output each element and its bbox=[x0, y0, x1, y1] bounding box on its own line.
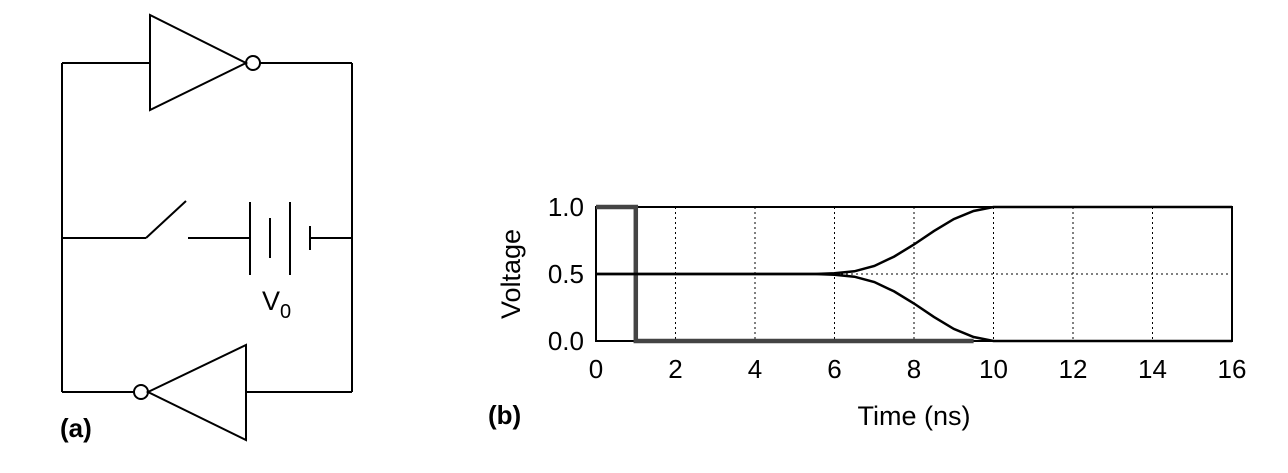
x-tick-label-16: 16 bbox=[1218, 354, 1247, 384]
voltage-chart: 0 2 4 6 8 10 12 14 16 0.0 0.5 1.0 Time (ns) Voltag… bbox=[496, 192, 1246, 431]
battery bbox=[249, 202, 311, 275]
x-axis-label: Time (ns) bbox=[858, 401, 971, 431]
x-tick-label-8: 8 bbox=[907, 354, 921, 384]
inverter-bottom-triangle bbox=[145, 343, 247, 442]
y-tick-label-0.0: 0.0 bbox=[548, 326, 584, 356]
chart-series bbox=[596, 204, 1232, 344]
switch-branch bbox=[62, 200, 352, 239]
panel-b-label: (b) bbox=[488, 400, 521, 430]
circuit-diagram: V0 bbox=[61, 13, 353, 442]
inverter-top-bubble bbox=[245, 55, 261, 71]
inverter-top-triangle bbox=[149, 13, 249, 112]
x-tick-label-14: 14 bbox=[1138, 354, 1167, 384]
y-tick-label-0.5: 0.5 bbox=[548, 259, 584, 289]
x-tick-labels: 0 2 4 6 8 10 12 14 16 bbox=[589, 354, 1247, 384]
panel-a-label: (a) bbox=[60, 413, 92, 443]
switch-blade bbox=[145, 200, 187, 239]
x-tick-label-12: 12 bbox=[1059, 354, 1088, 384]
x-tick-label-2: 2 bbox=[668, 354, 682, 384]
y-axis-label: Voltage bbox=[496, 229, 526, 319]
battery-label: V0 bbox=[262, 286, 291, 323]
x-tick-label-10: 10 bbox=[979, 354, 1008, 384]
series-output-low bbox=[596, 272, 1232, 343]
inverter-bottom-bubble bbox=[133, 384, 149, 400]
top-inverter bbox=[149, 13, 261, 112]
y-tick-labels: 0.0 0.5 1.0 bbox=[548, 192, 584, 356]
bottom-inverter bbox=[133, 343, 247, 442]
x-tick-label-4: 4 bbox=[748, 354, 762, 384]
x-tick-label-6: 6 bbox=[827, 354, 841, 384]
x-tick-label-0: 0 bbox=[589, 354, 603, 384]
y-tick-label-1.0: 1.0 bbox=[548, 192, 584, 222]
